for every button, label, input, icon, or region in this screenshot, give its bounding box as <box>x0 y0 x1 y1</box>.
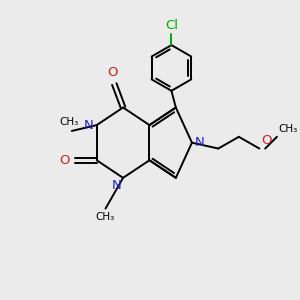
Text: N: N <box>83 118 93 132</box>
Text: O: O <box>108 66 118 79</box>
Text: CH₃: CH₃ <box>96 212 115 222</box>
Text: O: O <box>261 134 271 147</box>
Text: N: N <box>112 179 122 192</box>
Text: Cl: Cl <box>165 19 178 32</box>
Text: N: N <box>194 136 204 149</box>
Text: CH₃: CH₃ <box>59 117 79 128</box>
Text: O: O <box>59 154 70 167</box>
Text: CH₃: CH₃ <box>278 124 298 134</box>
